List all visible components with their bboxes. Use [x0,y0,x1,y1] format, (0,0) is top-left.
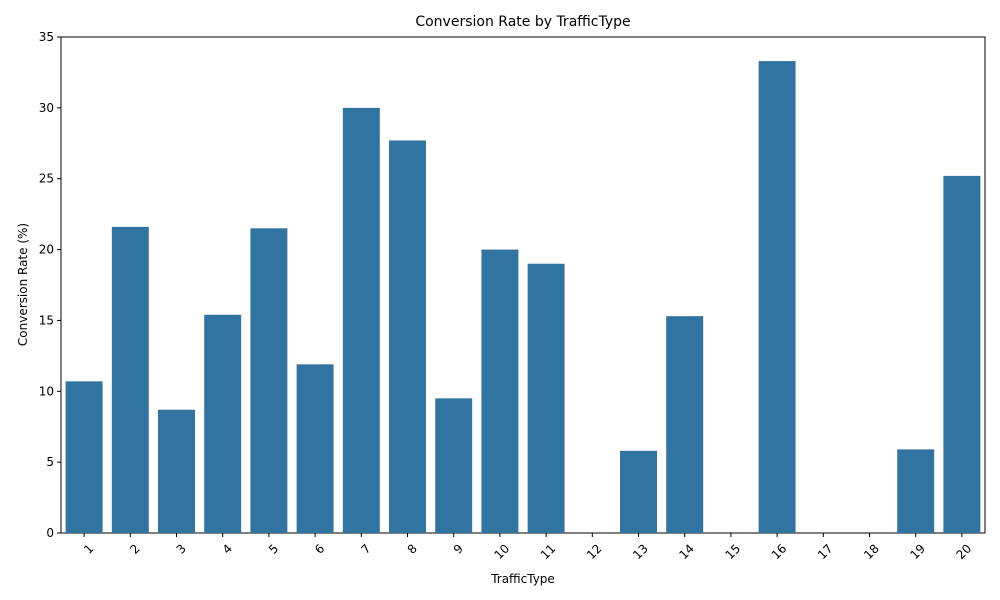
x-tick-label: 10 [492,541,513,562]
bar-1 [65,381,103,533]
x-tick-label: 1 [81,541,96,556]
x-tick-label: 15 [723,541,744,562]
bar-5 [250,228,288,533]
y-tick-label: 35 [39,30,54,44]
x-tick-label: 8 [405,541,420,556]
x-tick-label: 9 [451,541,466,556]
x-tick-label: 14 [676,541,697,562]
x-axis-label: TrafficType [490,572,555,586]
x-tick-label: 18 [861,541,882,562]
plot-frame [60,36,986,534]
bar-11 [527,263,565,533]
chart-title: Conversion Rate by TrafficType [415,14,630,30]
x-tick-label: 12 [584,541,605,562]
y-tick-label: 0 [46,526,54,540]
bar-10 [481,249,519,533]
bar-19 [897,449,935,533]
x-tick-label: 3 [174,541,189,556]
bar-16 [758,61,796,534]
x-tick-label: 20 [954,541,975,562]
bar-9 [435,398,473,533]
bar-2 [111,226,149,533]
bar-7 [342,107,380,534]
bar-20 [943,175,981,533]
bar-13 [620,450,657,533]
x-tick-label: 17 [815,541,836,562]
x-tick-label: 19 [907,541,928,562]
y-tick-label: 15 [39,313,54,327]
x-tick-label: 13 [630,541,651,562]
y-tick-label: 10 [39,384,54,398]
y-tick-label: 5 [46,455,54,469]
x-tick-label: 5 [266,541,281,556]
y-axis-label: Conversion Rate (%) [16,223,30,346]
y-tick-label: 20 [39,243,54,257]
bar-4 [204,314,242,533]
y-axis: 0 5 10 15 20 25 30 35 [39,30,61,540]
x-tick-label: 16 [769,541,790,562]
x-tick-label: 7 [358,541,373,556]
plot-area [60,36,986,534]
x-tick-label: 4 [220,541,235,556]
bar-8 [389,140,426,533]
bar-3 [158,409,195,533]
bar-6 [296,364,334,533]
y-tick-label: 30 [39,101,54,115]
bar-14 [666,316,704,533]
bars [65,61,981,534]
x-axis: 1 2 3 4 5 6 7 8 9 10 11 12 13 14 15 16 17 18 19 20 [81,533,974,562]
x-tick-label: 2 [127,541,142,556]
x-tick-label: 11 [538,541,559,562]
y-tick-label: 25 [39,172,54,186]
x-tick-label: 6 [312,541,327,556]
